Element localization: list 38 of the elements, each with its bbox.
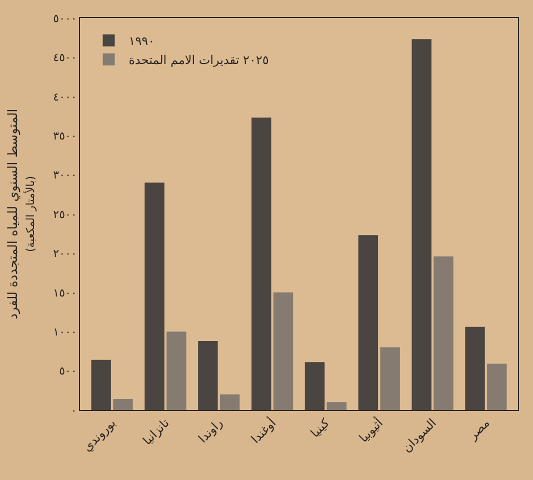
bar bbox=[166, 332, 186, 410]
legend-label: ٢٠٢٥ تقديرات الامم المتحدة bbox=[128, 53, 269, 68]
bar bbox=[304, 362, 325, 410]
bar bbox=[487, 364, 507, 410]
x-tick-label: مصر bbox=[465, 416, 492, 444]
bar bbox=[380, 347, 400, 410]
y-tick-label: ١٥٠٠ bbox=[53, 286, 77, 300]
bar bbox=[412, 39, 432, 410]
y-tick-label: ٣٠٠٠ bbox=[53, 168, 77, 182]
bar bbox=[465, 326, 485, 410]
bar bbox=[434, 256, 454, 410]
y-tick-label: ٢٠٠٠ bbox=[53, 247, 77, 260]
y-tick-label: ٥٠٠ bbox=[59, 364, 77, 378]
x-tick-label: بوروندي bbox=[80, 416, 118, 454]
bar bbox=[113, 399, 133, 410]
bar bbox=[91, 360, 111, 410]
y-tick-label: ٠ bbox=[70, 404, 77, 417]
y-tick-label: ٤٠٠٠ bbox=[53, 90, 77, 104]
bar bbox=[358, 235, 378, 410]
y-tick-label: ٥٠٠٠ bbox=[53, 12, 77, 25]
x-tick-label: تانزانيا bbox=[140, 416, 172, 448]
legend-label: ١٩٩٠ bbox=[128, 34, 155, 48]
y-tick-label: ٣٥٠٠ bbox=[53, 129, 77, 142]
x-tick-label: كينيا bbox=[308, 416, 332, 440]
bar bbox=[220, 394, 240, 410]
x-tick-label: أثيوبيا bbox=[356, 415, 386, 445]
y-tick-label: ٤٥٠٠ bbox=[53, 51, 77, 64]
x-tick-label: راوندا bbox=[196, 416, 226, 446]
bar bbox=[144, 182, 164, 410]
bar bbox=[198, 341, 218, 410]
y-tick-label: ١٠٠٠ bbox=[53, 325, 77, 338]
y-tick-label: ٢٥٠٠ bbox=[53, 208, 77, 221]
bar bbox=[326, 402, 347, 410]
x-tick-label: السودان bbox=[400, 416, 439, 456]
x-tick-label: أوغندا bbox=[248, 415, 279, 446]
bar bbox=[273, 292, 294, 410]
y-axis-title: المتوسط السنوي للمياه المتجددة للفرد(بالأمتار المكعبة) bbox=[6, 108, 38, 320]
bar bbox=[251, 118, 272, 410]
